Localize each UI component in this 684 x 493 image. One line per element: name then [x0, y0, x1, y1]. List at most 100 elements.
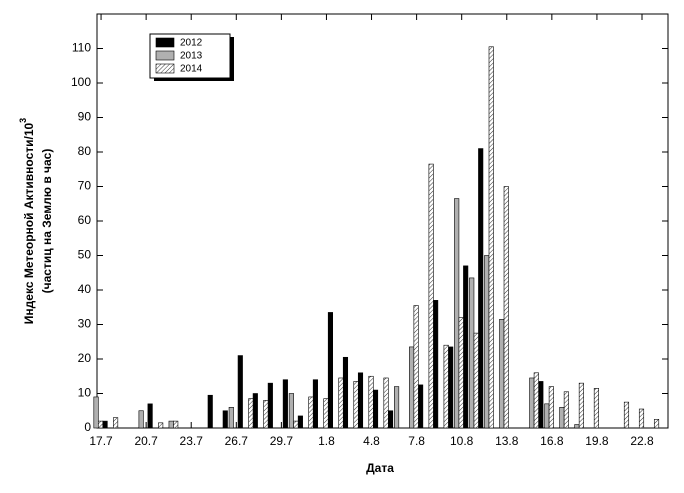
bar	[533, 372, 539, 429]
bar	[93, 396, 99, 429]
bar	[413, 305, 419, 429]
bar	[488, 46, 494, 429]
legend-label: 2012	[180, 38, 203, 49]
legend-swatch	[155, 37, 175, 48]
bar	[368, 375, 374, 429]
bar	[544, 403, 550, 429]
bar	[593, 388, 599, 429]
bar	[323, 398, 329, 429]
bar	[428, 163, 434, 429]
bar	[338, 377, 344, 429]
bar	[293, 420, 299, 429]
bar	[342, 356, 349, 429]
bar	[138, 410, 144, 429]
x-tick-label: 19.8	[585, 434, 609, 448]
y-axis-label: Индекс Метеорной Активности/103	[18, 118, 36, 324]
bar	[248, 398, 254, 429]
bar	[207, 394, 213, 429]
y-tick-label: 10	[78, 386, 92, 400]
x-tick-label: 10.8	[450, 434, 474, 448]
bar	[113, 417, 119, 429]
bar	[327, 312, 334, 429]
bar	[454, 198, 460, 429]
bar	[98, 420, 104, 429]
bar	[638, 408, 645, 429]
y-label-exponent: 3	[18, 118, 28, 123]
bar	[222, 410, 228, 429]
y-tick-label: 100	[71, 75, 91, 89]
y-tick-label: 50	[78, 248, 92, 262]
bar	[267, 382, 273, 429]
y-tick-label: 110	[72, 41, 91, 55]
bar	[312, 379, 318, 429]
legend-swatch	[155, 50, 175, 61]
x-tick-label: 23.7	[180, 434, 204, 448]
y-tick-label: 0	[84, 420, 91, 434]
y-tick-label: 40	[78, 282, 92, 296]
bar	[252, 393, 258, 429]
y-tick-label: 20	[78, 351, 92, 365]
y-tick-label: 90	[78, 110, 92, 124]
bar	[228, 406, 234, 429]
legend-label: 2014	[180, 64, 203, 75]
x-tick-label: 22.8	[630, 434, 654, 448]
bar	[383, 377, 389, 429]
bar	[463, 265, 469, 429]
y-tick-label: 80	[78, 144, 92, 158]
bar	[478, 148, 484, 429]
bar	[443, 344, 449, 429]
bar	[433, 300, 439, 429]
x-tick-label: 4.8	[363, 434, 380, 448]
y-tick-label: 30	[78, 317, 92, 331]
bar	[548, 386, 554, 429]
bar	[653, 419, 660, 429]
bar	[484, 255, 490, 429]
bar	[168, 420, 174, 429]
bar	[473, 332, 479, 429]
bar	[308, 396, 314, 429]
bar	[469, 277, 475, 429]
x-tick-label: 7.8	[408, 434, 425, 448]
legend-swatch	[155, 63, 175, 74]
bar	[418, 384, 424, 429]
x-tick-label: 16.8	[540, 434, 564, 448]
bar	[563, 391, 569, 429]
bar	[237, 355, 243, 429]
y-axis-label-line2: (частиц на Землю в час)	[40, 149, 54, 294]
bar	[499, 319, 505, 429]
bar	[559, 406, 565, 429]
bar	[574, 424, 580, 429]
x-tick-label: 20.7	[134, 434, 158, 448]
x-tick-label: 26.7	[225, 434, 249, 448]
x-tick-label: 13.8	[495, 434, 519, 448]
bar	[458, 317, 464, 429]
bar	[158, 422, 164, 429]
y-tick-label: 70	[78, 179, 92, 193]
x-axis-label: Дата	[366, 461, 394, 475]
bar	[173, 420, 179, 429]
bar	[394, 386, 400, 429]
bar	[448, 346, 454, 429]
legend-label: 2013	[180, 51, 203, 62]
bar	[409, 346, 415, 429]
bar	[372, 389, 379, 429]
bar	[353, 381, 359, 429]
y-tick-label: 60	[78, 213, 92, 227]
y-label-text: Индекс Метеорной Активности/10	[22, 123, 36, 325]
x-tick-label: 17.7	[89, 434, 113, 448]
bar	[147, 403, 153, 429]
bar	[503, 186, 509, 429]
bar	[282, 379, 288, 429]
bar	[102, 420, 108, 429]
bar	[388, 410, 394, 429]
bar	[578, 382, 584, 429]
bar	[288, 393, 294, 429]
bar	[529, 377, 535, 429]
bar	[538, 381, 544, 429]
x-tick-label: 29.7	[270, 434, 294, 448]
bar	[357, 372, 364, 429]
x-tick-label: 1.8	[318, 434, 335, 448]
bar	[297, 415, 303, 429]
bar	[623, 401, 630, 429]
